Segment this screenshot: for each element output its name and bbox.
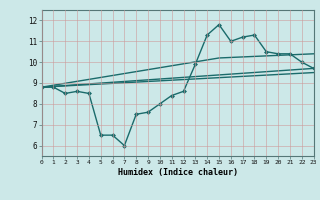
X-axis label: Humidex (Indice chaleur): Humidex (Indice chaleur) [118,168,237,177]
